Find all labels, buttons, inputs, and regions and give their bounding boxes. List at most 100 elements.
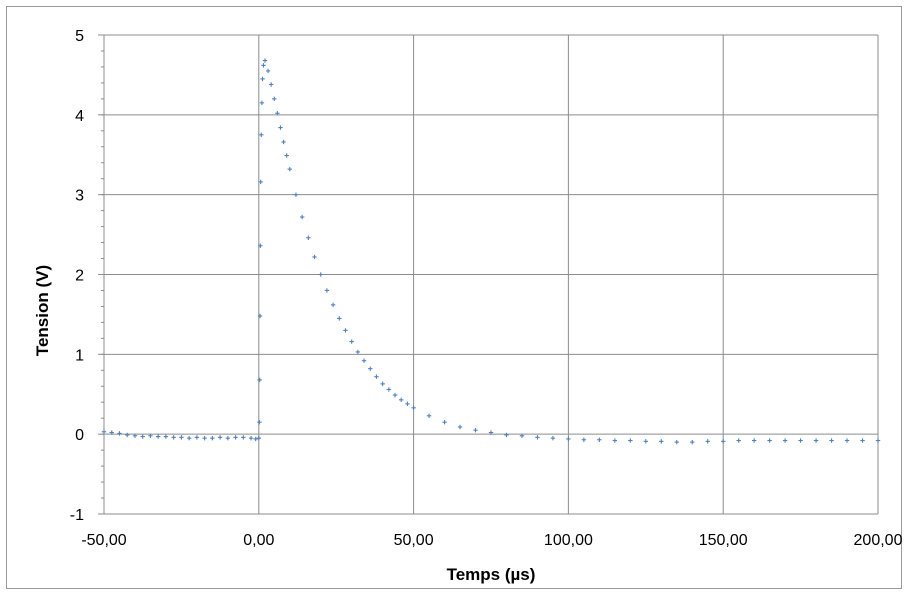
tick-labels: -1 0 1 2 3 4 5 -50,00 0,00 50,00 100,00 150,00 200,0… — [70, 28, 903, 549]
data-point — [392, 392, 398, 398]
data-point — [281, 139, 286, 145]
x-tick-label: 150,00 — [699, 532, 748, 549]
data-point — [260, 76, 265, 82]
data-point — [767, 438, 772, 443]
data-point — [504, 432, 509, 438]
data-point — [473, 427, 478, 433]
data-point — [272, 96, 277, 102]
grid-lines — [104, 34, 879, 514]
data-point — [361, 358, 367, 363]
data-point — [318, 272, 323, 277]
data-point — [256, 435, 261, 441]
data-point — [399, 397, 404, 403]
data-point — [368, 366, 373, 371]
data-point — [330, 302, 336, 308]
x-tick-label: 200,00 — [854, 532, 903, 549]
data-point — [293, 192, 299, 197]
data-point — [194, 435, 200, 440]
y-axis-title: Tension (V) — [33, 265, 52, 356]
x-axis-title: Temps (µs) — [447, 565, 536, 584]
x-tick-label: 100,00 — [544, 532, 593, 549]
data-point — [259, 100, 265, 106]
data-point — [405, 401, 410, 407]
data-point — [140, 434, 145, 439]
y-tick-label: 2 — [75, 268, 84, 285]
data-point — [374, 374, 379, 379]
data-point — [261, 63, 266, 68]
data-point — [844, 438, 850, 443]
data-point — [612, 438, 618, 443]
data-point — [278, 125, 283, 130]
data-point — [597, 437, 602, 442]
data-point — [306, 235, 311, 240]
data-point — [860, 438, 865, 443]
data-point — [163, 434, 169, 439]
data-point — [355, 349, 361, 355]
data-point — [782, 438, 788, 443]
data-point — [265, 68, 271, 74]
y-tick-label: 0 — [75, 427, 84, 444]
data-point — [457, 424, 463, 430]
data-point — [736, 438, 741, 443]
data-point — [721, 439, 726, 444]
data-point — [155, 434, 161, 439]
chart-frame — [6, 6, 902, 589]
data-point — [337, 316, 342, 321]
data-point — [117, 431, 122, 436]
data-point — [171, 435, 176, 440]
x-tick-label: 50,00 — [394, 532, 434, 549]
data-point — [101, 429, 107, 434]
y-tick-label: 5 — [75, 28, 84, 45]
data-point — [109, 430, 114, 435]
data-point — [751, 438, 757, 443]
data-point — [257, 313, 263, 319]
data-point — [550, 435, 556, 441]
data-point — [674, 439, 679, 445]
data-point — [132, 433, 138, 438]
data-point — [566, 436, 571, 442]
data-point — [262, 58, 268, 63]
data-point — [442, 419, 447, 425]
data-point — [258, 179, 263, 185]
data-point — [312, 254, 317, 260]
data-point — [225, 435, 231, 441]
data-point — [535, 435, 540, 440]
data-point — [287, 166, 292, 172]
data-point — [241, 435, 246, 440]
data-point — [275, 111, 280, 116]
data-point — [253, 436, 258, 442]
data-point — [324, 288, 330, 293]
data-point — [268, 82, 274, 87]
data-point — [349, 339, 354, 344]
data-point — [659, 439, 664, 444]
data-point — [343, 328, 348, 333]
data-point — [125, 432, 130, 438]
data-point — [798, 438, 803, 443]
data-point — [148, 433, 153, 438]
data-point — [813, 438, 819, 443]
data-point — [426, 413, 432, 419]
x-tick-label: 0,00 — [243, 532, 274, 549]
y-tick-label: 1 — [75, 347, 84, 364]
data-point — [284, 153, 289, 158]
data-point — [210, 435, 215, 441]
y-tick-label: 3 — [75, 188, 84, 205]
data-point — [690, 439, 695, 445]
data-point — [299, 214, 305, 220]
data-point — [257, 419, 262, 425]
data-point — [581, 437, 587, 442]
y-tick-label: -1 — [70, 507, 84, 524]
data-point — [258, 243, 263, 248]
data-point — [411, 405, 416, 411]
data-point — [386, 387, 392, 392]
data-point — [829, 438, 834, 443]
data-point — [248, 435, 254, 441]
data-point — [233, 435, 238, 440]
data-point — [257, 377, 262, 383]
axes — [98, 34, 879, 515]
x-tick-label: -50,00 — [81, 532, 126, 549]
data-point — [380, 381, 385, 387]
data-point — [519, 433, 525, 438]
data-point — [643, 439, 648, 444]
data-point — [488, 430, 494, 435]
